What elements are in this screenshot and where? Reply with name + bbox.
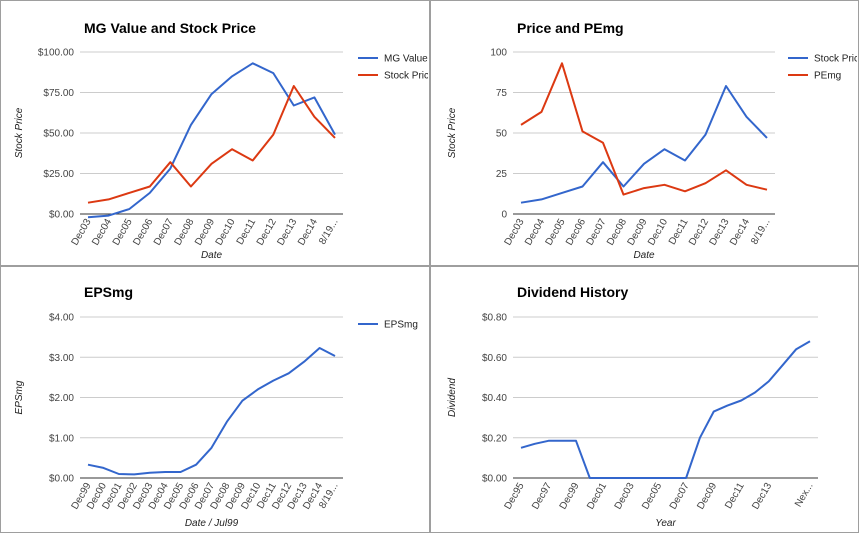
epsmg-y-tick-label: $4.00	[49, 313, 74, 324]
mg-value-and-stock-price-y-tick-label: $25.00	[43, 169, 74, 180]
dividend-history-y-tick-label: $0.60	[482, 353, 507, 364]
mg-value-and-stock-price-series-line-mg-value	[87, 62, 336, 219]
mg-value-and-stock-price-y-tick-label: $50.00	[43, 129, 74, 140]
price-and-pemg-y-tick-label: 75	[496, 88, 508, 99]
dividend-history-x-tick-label: Dec09	[695, 481, 719, 512]
price-and-pemg-x-tick-label: 8/19...	[749, 217, 772, 247]
price-and-pemg-x-tick-label: Dec14	[728, 217, 752, 248]
epsmg-y-tick-label: $1.00	[49, 433, 74, 444]
epsmg-y-axis-title: EPSmg	[14, 380, 25, 414]
dividend-history-x-tick-label: Dec03	[613, 481, 637, 512]
mg-value-and-stock-price-legend-label: Stock Price	[384, 71, 430, 82]
dividend-history-x-tick-label: Dec07	[668, 481, 692, 512]
dividend-history-series-line-dividend	[520, 340, 811, 479]
dividend-history-x-tick-label: Dec97	[530, 481, 554, 512]
chart-panel-price-pemg: Price and PEmg 0 25 50 75 100 Stock Price Dec03…	[430, 0, 859, 266]
dividend-history-y-tick-label: $0.00	[482, 474, 507, 485]
epsmg-y-tick-label: $0.00	[49, 474, 74, 485]
price-and-pemg-legend-label: PEmg	[814, 71, 841, 82]
mg-value-and-stock-price-x-tick-label: 8/19...	[317, 217, 340, 247]
price-and-pemg-series-line-stock-price	[520, 85, 768, 204]
dividend-history-x-tick-label: Dec99	[558, 481, 582, 512]
mg-value-and-stock-price-x-tick-label: Dec10	[214, 217, 238, 248]
chart-panel-mg-value: MG Value and Stock Price $0.00 $25.00 $50.0…	[0, 0, 430, 266]
epsmg-title: EPSmg	[84, 284, 133, 300]
price-and-pemg-legend-label: Stock Price	[814, 54, 859, 65]
mg-value-and-stock-price-x-axis-title: Date	[201, 250, 223, 261]
dividend-history-x-tick-label: Dec95	[503, 481, 527, 512]
dividend-history-title: Dividend History	[517, 284, 628, 300]
dividend-history-y-axis-title: Dividend	[447, 378, 458, 417]
mg-value-and-stock-price-y-tick-label: $100.00	[38, 48, 75, 59]
price-and-pemg-series-line-pemg	[520, 62, 768, 196]
dividend-history-x-tick-label: Nex...	[793, 481, 816, 509]
mg-value-and-stock-price-y-tick-label: $75.00	[43, 88, 74, 99]
dividend-history-x-tick-label: Dec01	[585, 481, 609, 512]
mg-value-and-stock-price-legend-label: MG Value	[384, 54, 428, 65]
mg-value-and-stock-price-title: MG Value and Stock Price	[84, 20, 256, 36]
price-and-pemg-y-tick-label: 25	[496, 169, 508, 180]
price-and-pemg-y-tick-label: 0	[501, 210, 507, 221]
dividend-history-x-axis-title: Year	[655, 518, 676, 529]
epsmg-y-tick-label: $3.00	[49, 353, 74, 364]
chart-epsmg: EPSmg$0.00$1.00$2.00$3.00$4.00EPSmgDec99…	[0, 266, 430, 533]
price-and-pemg-x-tick-label: Dec10	[646, 217, 670, 248]
epsmg-y-tick-label: $2.00	[49, 393, 74, 404]
mg-value-and-stock-price-x-tick-label: Dec14	[296, 217, 320, 248]
epsmg-legend-label: EPSmg	[384, 320, 418, 331]
price-and-pemg-title: Price and PEmg	[517, 20, 624, 36]
mg-value-and-stock-price-y-axis-title: Stock Price	[14, 107, 25, 158]
dividend-history-x-tick-label: Dec11	[723, 481, 747, 511]
chart-dividend: Dividend History $0.00 $0.20 $0.40 $0.60 $0.8…	[430, 266, 859, 533]
mg-value-and-stock-price-panel-border	[0, 0, 430, 266]
price-and-pemg-y-axis-title: Stock Price	[447, 107, 458, 158]
dividend-history-y-tick-label: $0.20	[482, 433, 507, 444]
price-and-pemg-y-tick-label: 50	[496, 129, 508, 140]
epsmg-series-line-epsmg	[87, 347, 336, 476]
dividend-history-x-tick-label: Dec05	[640, 481, 664, 512]
mg-value-and-stock-price-series-line-stock-price	[87, 85, 336, 204]
price-and-pemg-x-axis-title: Date	[633, 250, 655, 261]
mg-value-and-stock-price-y-tick-label: $0.00	[49, 210, 74, 221]
chart-panel-epsmg: EPSmg $0.00 $1.00 $2.00 $3.00 $4.00 EPSmg Dec99…	[0, 266, 430, 533]
chart-mg-value: MG Value and Stock Price $0.00 $25.00 $50.0…	[0, 0, 430, 266]
dividend-history-y-tick-label: $0.40	[482, 393, 507, 404]
epsmg-x-axis-title: Date / Jul99	[185, 518, 239, 529]
dividend-history-x-tick-label: Dec13	[750, 481, 774, 512]
price-and-pemg-y-tick-label: 100	[490, 48, 507, 59]
chart-panel-dividend: Dividend History $0.00 $0.20 $0.40 $0.60 $0.8…	[430, 266, 859, 533]
dividend-history-y-tick-label: $0.80	[482, 313, 507, 324]
